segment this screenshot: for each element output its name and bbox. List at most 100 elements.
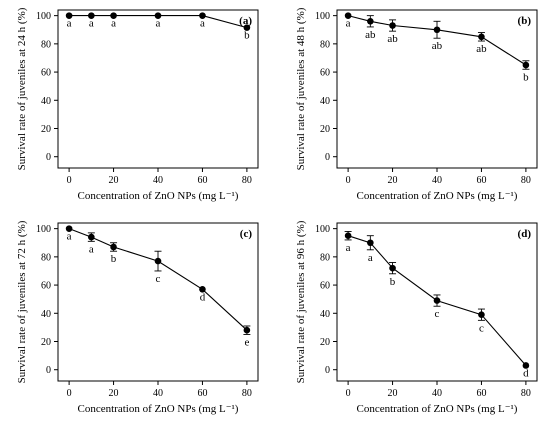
panel-b-data-point [389, 22, 396, 29]
panel-c-data-point [65, 225, 73, 232]
panel-b-series-line [347, 15, 527, 66]
panel-d-y-tick-label: 60 [320, 281, 330, 292]
panel-d-significance-letter: a [346, 242, 351, 254]
panel-a-data-point [154, 12, 162, 19]
panel-c-series-line [68, 228, 248, 331]
panel-c-x-axis-title: Concentration of ZnO NPs (mg L⁻¹) [78, 403, 239, 415]
panel-b-y-tick-label: 40 [320, 96, 330, 107]
panel-d-y-axis-title: Survival rate of juveniles at 96 h (%) [295, 220, 307, 383]
panel-c-x-tick-label: 80 [242, 388, 252, 399]
panel-c-y-axis-title: Survival rate of juveniles at 72 h (%) [16, 220, 28, 383]
panel-c-y-tick-label: 0 [46, 365, 51, 376]
panel-b-data-point [433, 26, 441, 34]
panel-b-data-point [522, 61, 530, 69]
panel-c-significance-letter: c [156, 273, 161, 285]
panel-a-series-line [69, 15, 248, 29]
panel-c-data-point [88, 233, 95, 241]
panel-c-x-tick-label: 0 [67, 388, 72, 399]
panel-b-data-point [367, 17, 374, 25]
panel-d-x-tick-label: 20 [388, 388, 398, 399]
panel-a-x-tick-label: 40 [153, 175, 163, 186]
panel-c-significance-letter: b [111, 253, 117, 265]
panel-b-panel-tag: (b) [518, 15, 532, 27]
panel-d-significance-letter: b [390, 276, 396, 288]
panel-b-y-tick-label: 60 [320, 68, 330, 79]
panel-a-y-tick-label: 20 [41, 124, 51, 135]
panel-c-y-tick-label: 20 [41, 337, 51, 348]
panel-a-significance-letter: a [111, 18, 116, 30]
panel-d-series-line [347, 235, 527, 366]
panel-d-x-tick-label: 40 [432, 388, 442, 399]
panel-c-y-tick-label: 100 [36, 224, 51, 235]
panel-c-data-point [110, 243, 117, 251]
panel-d-data-point [433, 297, 441, 304]
panel-d-y-tick-label: 20 [320, 337, 330, 348]
panel-c-significance-letter: a [89, 243, 94, 255]
panel-b-significance-letter: ab [365, 29, 376, 41]
panel-b-significance-letter: ab [387, 33, 398, 45]
panel-b-x-tick-label: 80 [521, 175, 531, 186]
panel-d-y-tick-label: 80 [320, 252, 330, 263]
panel-b-significance-letter: a [346, 18, 351, 30]
panel-b-y-tick-label: 20 [320, 124, 330, 135]
panel-a-panel-tag: (a) [239, 15, 252, 27]
panel-b-y-axis-title: Survival rate of juveniles at 48 h (%) [295, 7, 307, 170]
panel-c-x-tick-label: 60 [197, 388, 207, 399]
panel-b-y-tick-label: 80 [320, 39, 330, 50]
panel-c-significance-letter: d [200, 291, 206, 303]
panel-c-significance-letter: e [244, 336, 249, 348]
panel-a-y-tick-label: 0 [46, 152, 51, 163]
panel-d-significance-letter: d [523, 367, 529, 379]
panel-b-x-tick-label: 40 [432, 175, 442, 186]
panel-c-panel-tag: (c) [240, 228, 253, 240]
panel-b-data-point [478, 33, 485, 41]
panel-a-y-axis-title: Survival rate of juveniles at 24 h (%) [16, 7, 28, 170]
panel-a-x-tick-label: 80 [242, 175, 252, 186]
panel-a-frame [57, 9, 259, 169]
panel-d-x-tick-label: 80 [521, 388, 531, 399]
panel-b-data-point [344, 12, 352, 19]
panel-c-data-point [243, 326, 251, 334]
panel-a-x-tick-label: 20 [109, 175, 119, 186]
panel-c-x-tick-label: 20 [109, 388, 119, 399]
panel-a-y-tick-label: 40 [41, 96, 51, 107]
panel-c-data-point [154, 257, 162, 265]
panel-d-significance-letter: c [479, 322, 484, 334]
panel-a-significance-letter: a [67, 18, 72, 30]
panel-a-significance-letter: a [89, 18, 94, 30]
panel-d-y-tick-label: 40 [320, 309, 330, 320]
panel-a-data-point [110, 12, 117, 19]
panel-c-y-tick-label: 80 [41, 252, 51, 263]
panel-b-x-axis-title: Concentration of ZnO NPs (mg L⁻¹) [357, 190, 518, 202]
panel-d-data-point [522, 362, 530, 369]
panel-d-y-tick-label: 0 [325, 365, 330, 376]
panel-b-x-tick-label: 20 [388, 175, 398, 186]
panel-c-significance-letter: a [67, 231, 72, 243]
panel-a-significance-letter: a [200, 18, 205, 30]
panel-d-significance-letter: c [435, 308, 440, 320]
panel-b-significance-letter: ab [476, 43, 487, 55]
panel-d-x-axis-title: Concentration of ZnO NPs (mg L⁻¹) [357, 403, 518, 415]
panel-b-x-tick-label: 60 [476, 175, 486, 186]
panel-c-x-tick-label: 40 [153, 388, 163, 399]
panel-a-x-axis-title: Concentration of ZnO NPs (mg L⁻¹) [78, 190, 239, 202]
panel-d-x-tick-label: 0 [346, 388, 351, 399]
panel-a-x-tick-label: 60 [197, 175, 207, 186]
panel-a-significance-letter: b [244, 30, 250, 42]
panel-a-y-tick-label: 60 [41, 68, 51, 79]
panel-d-data-point [478, 311, 485, 318]
panel-a-significance-letter: a [156, 18, 161, 30]
panel-d-data-point [389, 264, 396, 272]
panel-a-y-tick-label: 100 [36, 11, 51, 22]
panel-a-x-tick-label: 0 [67, 175, 72, 186]
panel-b-x-tick-label: 0 [346, 175, 351, 186]
panel-d-significance-letter: a [368, 252, 373, 264]
panel-a-data-point [243, 24, 251, 31]
panel-a-data-point [199, 12, 206, 19]
panel-b-y-tick-label: 0 [325, 152, 330, 163]
